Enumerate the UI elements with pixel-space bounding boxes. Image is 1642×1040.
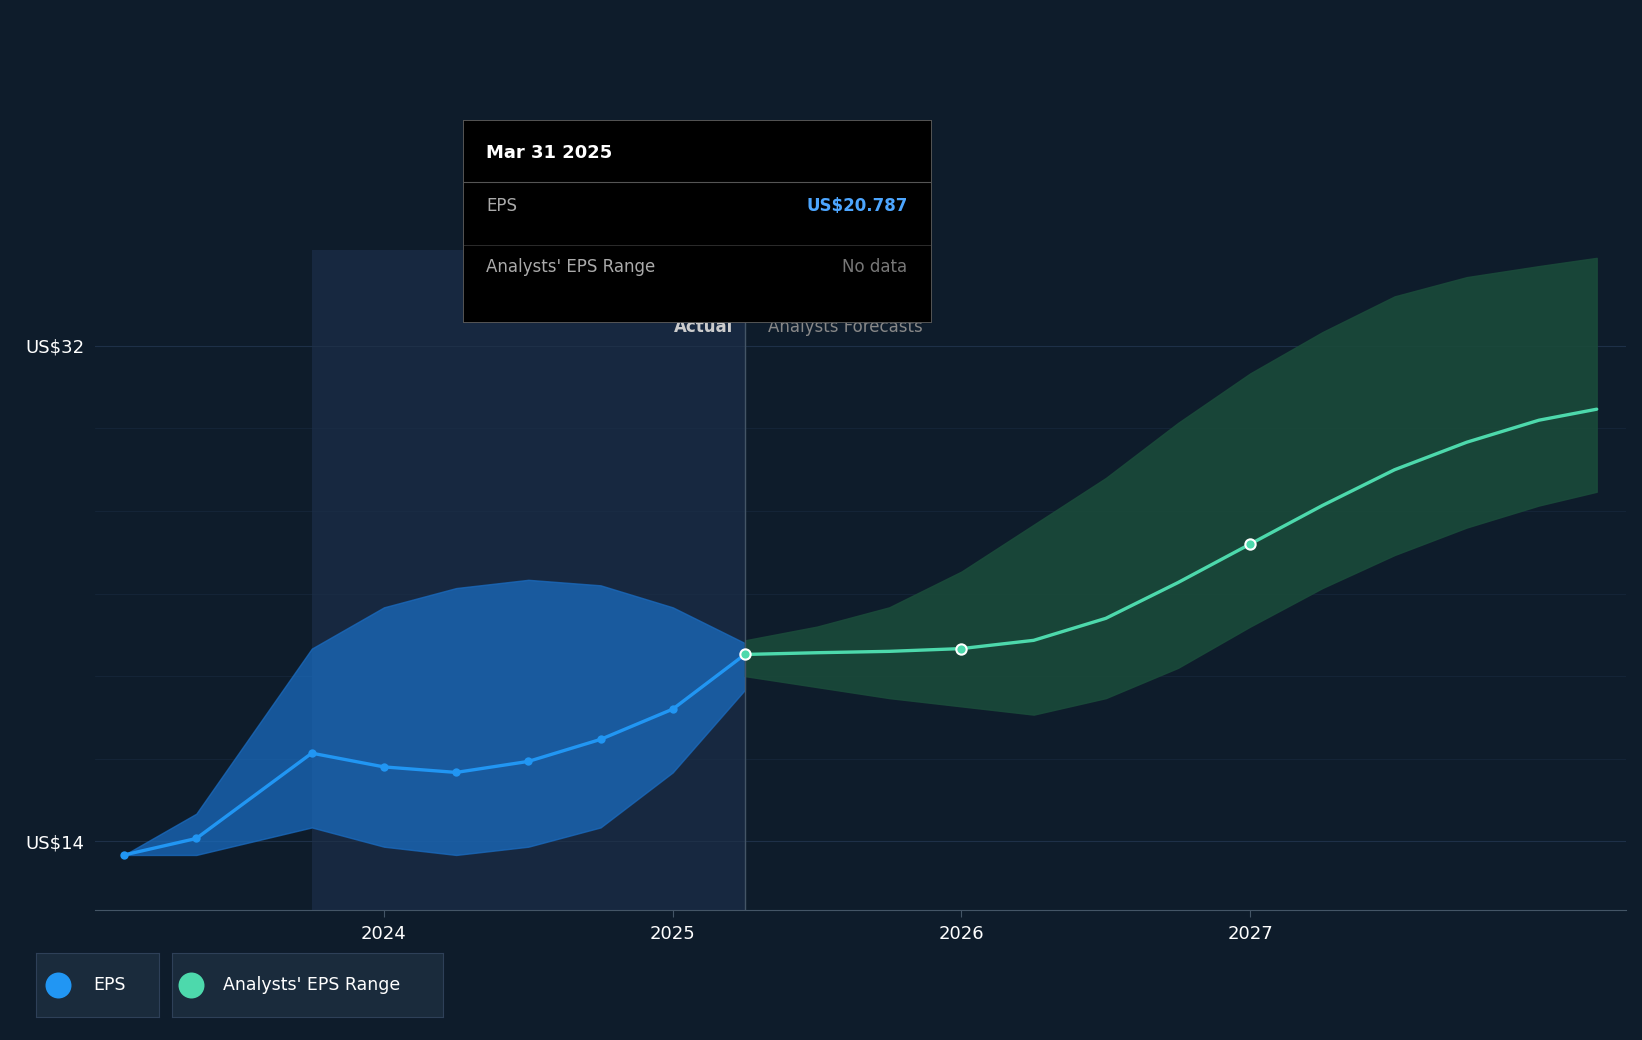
Text: US$20.787: US$20.787: [806, 197, 908, 214]
Text: Mar 31 2025: Mar 31 2025: [486, 144, 612, 162]
Point: [299, 745, 325, 761]
Point: [516, 753, 542, 770]
Text: EPS: EPS: [486, 197, 517, 214]
Text: EPS: EPS: [94, 976, 125, 994]
Point: [732, 646, 759, 662]
Point: [371, 758, 397, 775]
Point: [588, 731, 614, 748]
Text: No data: No data: [842, 258, 908, 276]
Text: Analysts' EPS Range: Analysts' EPS Range: [223, 976, 399, 994]
Point: [184, 830, 210, 847]
Text: Analysts' EPS Range: Analysts' EPS Range: [486, 258, 655, 276]
Point: [112, 847, 138, 863]
Text: Actual: Actual: [675, 318, 734, 336]
Point: [1236, 536, 1263, 552]
Bar: [312, 250, 745, 910]
Point: [468, 683, 494, 700]
Point: [732, 646, 759, 662]
Text: Analysts Forecasts: Analysts Forecasts: [768, 318, 923, 336]
Point: [949, 641, 975, 657]
Point: [443, 764, 470, 781]
Point: [660, 701, 686, 718]
Point: [286, 683, 312, 700]
